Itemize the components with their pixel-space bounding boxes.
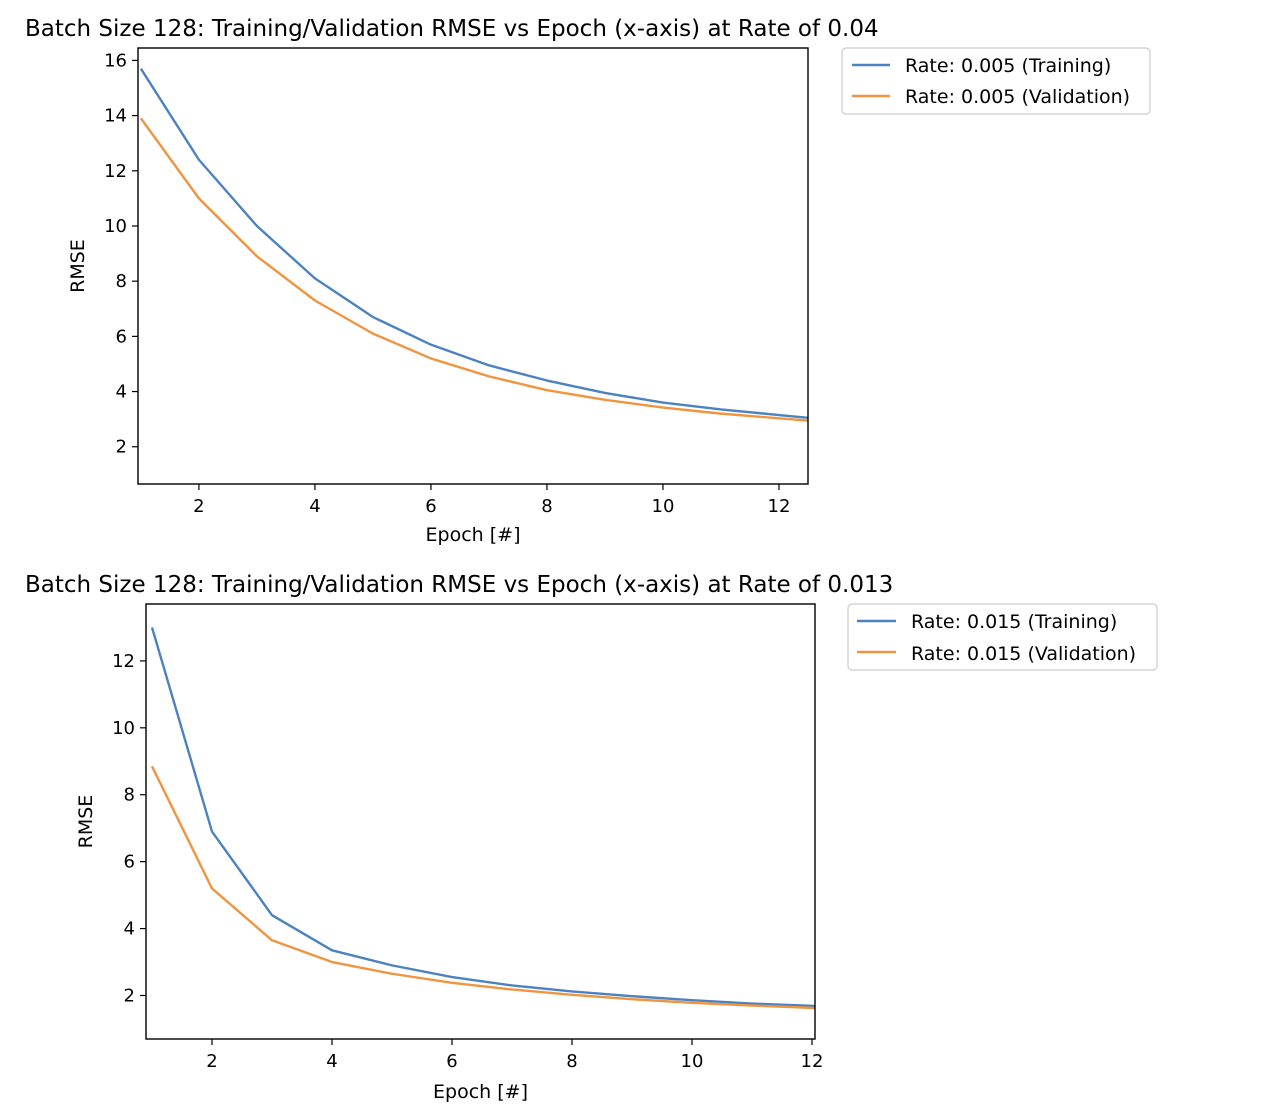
chart-2-x-axis-label: Epoch [#]: [433, 1081, 528, 1103]
y-tick-label: 10: [112, 718, 135, 739]
chart-2-legend-label-validation: Rate: 0.015 (Validation): [911, 643, 1136, 665]
chart-1-x-axis-label: Epoch [#]: [426, 524, 521, 546]
chart-2-plot-frame: [145, 603, 816, 1040]
chart-2-y-axis-label: RMSE: [75, 795, 97, 849]
chart-1-y-axis-label: RMSE: [67, 239, 89, 293]
chart-2-title: Batch Size 128: Training/Validation RMSE…: [25, 572, 893, 598]
chart-1-ticks: 2 4 6 8 10 12 2 4 6 8 10 12 14 16: [104, 50, 790, 517]
y-tick-label: 8: [124, 785, 135, 806]
chart-2-legend-box: [847, 603, 1158, 671]
series-line-training: [150, 627, 816, 1008]
chart-1: Batch Size 128: Training/Validation RMSE…: [25, 16, 1151, 546]
chart-2-ticks: 2 4 6 8 10 12 2 4 6 8 10 12: [112, 651, 823, 1072]
chart-2-legend-label-training: Rate: 0.015 (Training): [911, 611, 1117, 633]
y-tick-label: 6: [124, 852, 135, 873]
x-tick-label: 2: [193, 496, 204, 517]
x-tick-label: 4: [309, 496, 320, 517]
x-tick-label: 8: [541, 496, 552, 517]
x-tick-label: 6: [425, 496, 436, 517]
x-tick-label: 12: [801, 1051, 824, 1072]
y-tick-label: 4: [124, 919, 135, 940]
chart-2-legend: Rate: 0.015 (Training) Rate: 0.015 (Vali…: [847, 603, 1158, 671]
x-tick-label: 2: [206, 1051, 217, 1072]
chart-1-legend: Rate: 0.005 (Training) Rate: 0.005 (Vali…: [841, 47, 1151, 115]
series-line-validation: [150, 765, 816, 1010]
y-tick-label: 12: [112, 651, 135, 672]
y-tick-label: 4: [116, 382, 127, 403]
chart-2-lines: [150, 627, 816, 1010]
x-tick-label: 4: [326, 1051, 337, 1072]
y-tick-label: 16: [104, 50, 127, 71]
x-tick-label: 6: [446, 1051, 457, 1072]
chart-1-legend-label-training: Rate: 0.005 (Training): [905, 55, 1111, 77]
y-tick-label: 2: [116, 437, 127, 458]
chart-1-legend-box: [841, 47, 1151, 115]
chart-1-lines: [139, 68, 809, 422]
series-line-validation: [139, 117, 809, 422]
y-tick-label: 14: [104, 106, 127, 127]
chart-2: Batch Size 128: Training/Validation RMSE…: [25, 572, 1158, 1103]
y-tick-label: 6: [116, 326, 127, 347]
chart-1-title: Batch Size 128: Training/Validation RMSE…: [25, 16, 879, 42]
y-tick-label: 10: [104, 216, 127, 237]
y-tick-label: 2: [124, 986, 135, 1007]
chart-1-plot-frame: [137, 47, 809, 485]
x-tick-label: 8: [566, 1051, 577, 1072]
y-tick-label: 8: [116, 271, 127, 292]
chart-1-legend-label-validation: Rate: 0.005 (Validation): [905, 86, 1130, 108]
x-tick-label: 10: [652, 496, 675, 517]
x-tick-label: 10: [681, 1051, 704, 1072]
x-tick-label: 12: [768, 496, 791, 517]
series-line-training: [139, 68, 809, 419]
y-tick-label: 12: [104, 161, 127, 182]
